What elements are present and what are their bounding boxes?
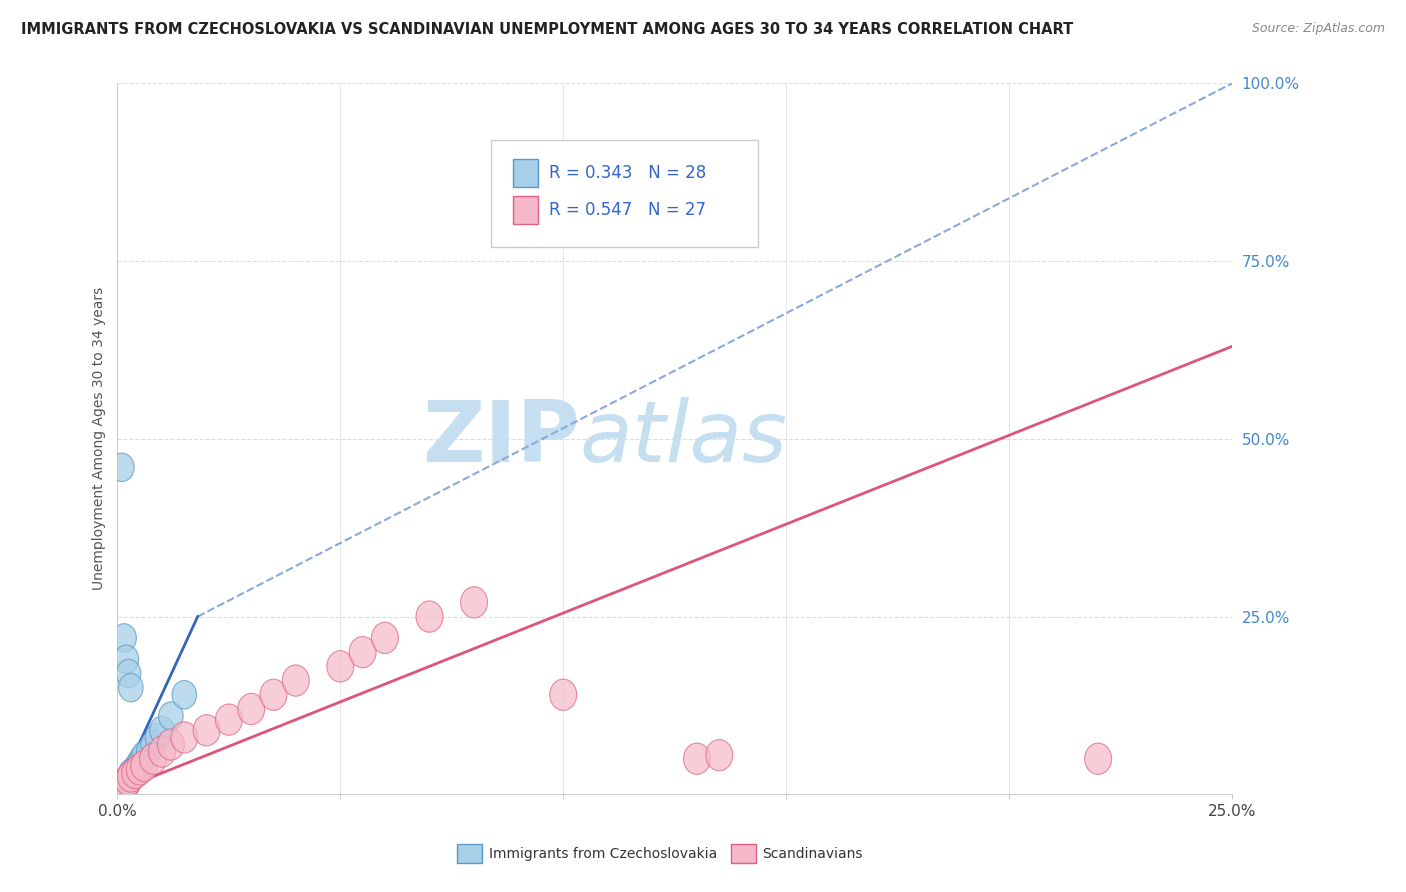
Ellipse shape (238, 693, 264, 724)
Ellipse shape (107, 778, 132, 806)
Text: R = 0.547   N = 27: R = 0.547 N = 27 (548, 201, 706, 219)
Ellipse shape (215, 704, 242, 735)
Ellipse shape (170, 722, 198, 753)
Ellipse shape (260, 679, 287, 710)
Text: Source: ZipAtlas.com: Source: ZipAtlas.com (1251, 22, 1385, 36)
Ellipse shape (118, 673, 143, 702)
Ellipse shape (118, 759, 143, 787)
Ellipse shape (117, 659, 141, 688)
Ellipse shape (117, 761, 145, 792)
Ellipse shape (461, 587, 488, 618)
Ellipse shape (159, 702, 183, 731)
Ellipse shape (157, 729, 184, 760)
Ellipse shape (371, 623, 398, 654)
Text: Immigrants from Czechoslovakia: Immigrants from Czechoslovakia (489, 847, 717, 861)
Ellipse shape (683, 743, 710, 774)
Ellipse shape (1084, 743, 1112, 774)
Ellipse shape (108, 777, 134, 805)
Ellipse shape (111, 770, 138, 801)
Ellipse shape (283, 665, 309, 696)
Ellipse shape (114, 645, 139, 673)
Y-axis label: Unemployment Among Ages 30 to 34 years: Unemployment Among Ages 30 to 34 years (93, 287, 107, 591)
Ellipse shape (117, 767, 141, 796)
Ellipse shape (141, 731, 166, 759)
FancyBboxPatch shape (491, 140, 758, 247)
Ellipse shape (115, 766, 139, 794)
Ellipse shape (110, 774, 134, 803)
Ellipse shape (121, 760, 145, 789)
Ellipse shape (122, 756, 148, 784)
Ellipse shape (118, 763, 142, 790)
Ellipse shape (150, 716, 174, 745)
FancyBboxPatch shape (513, 159, 537, 187)
Ellipse shape (193, 714, 221, 746)
Ellipse shape (132, 741, 156, 770)
Ellipse shape (416, 601, 443, 632)
Ellipse shape (125, 752, 150, 780)
Ellipse shape (122, 757, 149, 789)
Ellipse shape (112, 624, 136, 652)
Ellipse shape (108, 773, 135, 805)
Ellipse shape (115, 764, 142, 796)
Ellipse shape (107, 777, 134, 808)
Ellipse shape (114, 772, 138, 800)
Ellipse shape (145, 723, 170, 752)
Ellipse shape (326, 650, 354, 682)
FancyBboxPatch shape (513, 195, 537, 224)
Text: ZIP: ZIP (422, 397, 579, 481)
Ellipse shape (349, 637, 375, 668)
Ellipse shape (131, 750, 157, 781)
Ellipse shape (111, 773, 135, 801)
Ellipse shape (114, 770, 139, 797)
Ellipse shape (128, 748, 152, 777)
Text: R = 0.343   N = 28: R = 0.343 N = 28 (548, 164, 706, 182)
Text: IMMIGRANTS FROM CZECHOSLOVAKIA VS SCANDINAVIAN UNEMPLOYMENT AMONG AGES 30 TO 34 : IMMIGRANTS FROM CZECHOSLOVAKIA VS SCANDI… (21, 22, 1073, 37)
Ellipse shape (112, 776, 136, 805)
Text: Scandinavians: Scandinavians (762, 847, 862, 861)
Ellipse shape (149, 736, 176, 767)
Ellipse shape (129, 745, 155, 773)
Text: atlas: atlas (579, 397, 787, 481)
Ellipse shape (550, 679, 576, 710)
Ellipse shape (706, 739, 733, 771)
Ellipse shape (112, 768, 139, 799)
Ellipse shape (127, 754, 153, 785)
Ellipse shape (172, 681, 197, 709)
Ellipse shape (139, 743, 166, 774)
Ellipse shape (110, 453, 134, 482)
Ellipse shape (136, 738, 160, 766)
